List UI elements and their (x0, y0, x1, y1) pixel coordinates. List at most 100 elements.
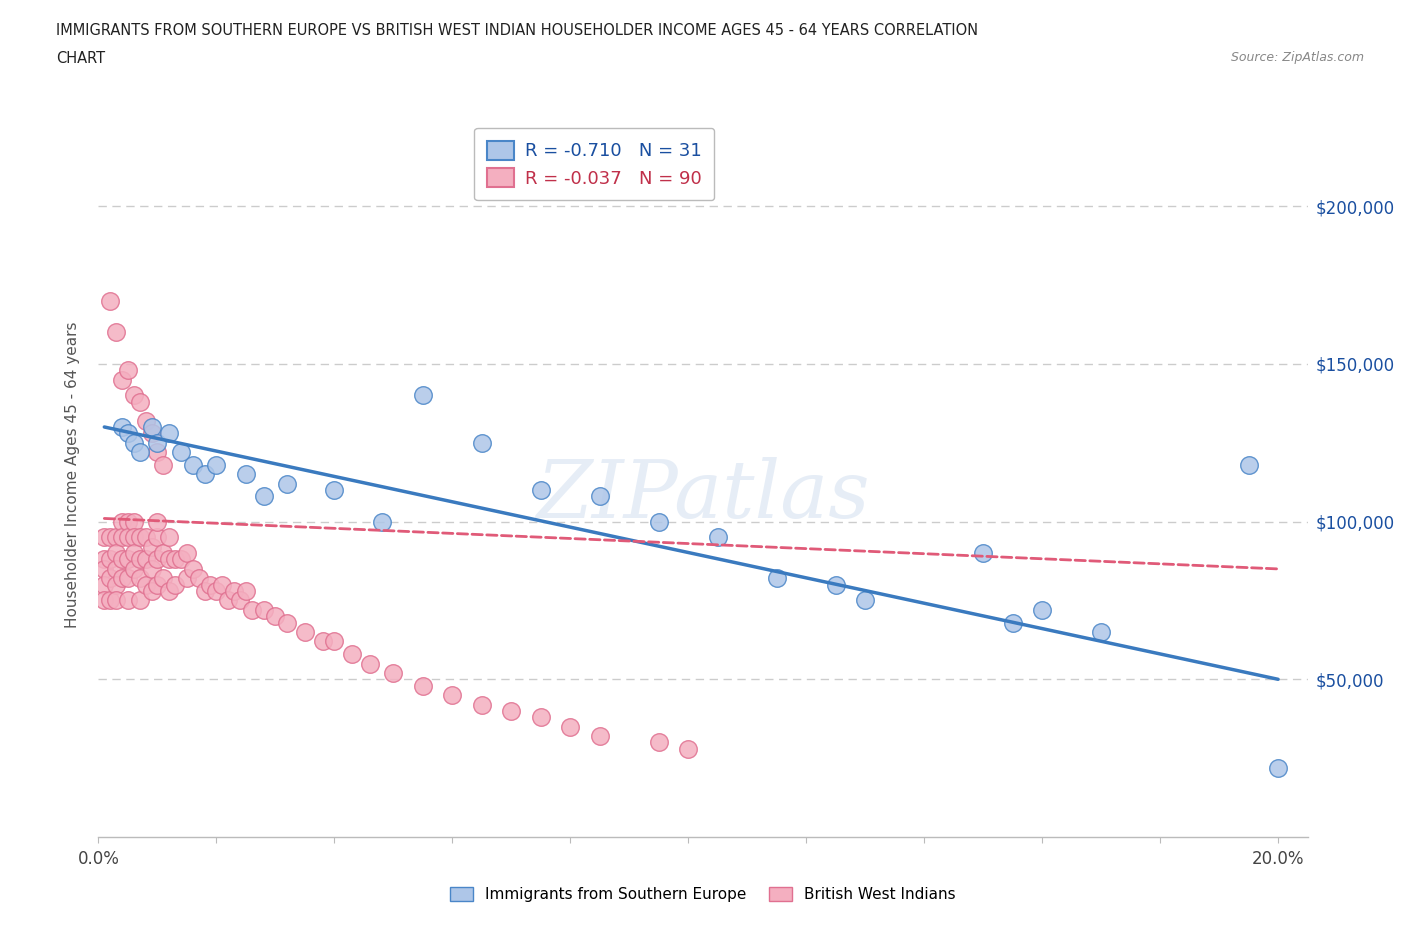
Point (359, 656, 381, 671)
Point (170, 552, 193, 567)
Point (235, 467, 257, 482)
Point (98, 293, 121, 308)
Point (105, 530, 128, 545)
Text: CHART: CHART (56, 51, 105, 66)
Point (98, 571, 121, 586)
Text: ZIPatlas: ZIPatlas (536, 458, 870, 535)
Point (211, 578, 233, 592)
Point (98, 530, 121, 545)
Point (530, 483, 553, 498)
Point (111, 372, 134, 387)
Point (972, 546, 994, 561)
Point (135, 578, 157, 592)
Point (141, 562, 163, 577)
Point (560, 719, 582, 734)
Point (128, 530, 150, 545)
Point (117, 363, 139, 378)
Point (93, 552, 115, 567)
Point (117, 530, 139, 545)
Point (98, 552, 121, 567)
Point (128, 394, 150, 409)
Point (824, 578, 846, 592)
Point (122, 435, 145, 450)
Point (105, 562, 128, 577)
Point (205, 583, 228, 598)
Point (311, 634, 333, 649)
Point (340, 646, 363, 661)
Point (111, 571, 134, 586)
Y-axis label: Householder Income Ages 45 - 64 years: Householder Income Ages 45 - 64 years (65, 321, 80, 628)
Point (105, 593, 128, 608)
Point (441, 687, 464, 702)
Legend: R = -0.710   N = 31, R = -0.037   N = 90: R = -0.710 N = 31, R = -0.037 N = 90 (474, 128, 714, 200)
Point (128, 571, 150, 586)
Point (122, 562, 145, 577)
Point (276, 615, 298, 630)
Point (117, 593, 139, 608)
Point (111, 514, 134, 529)
Point (135, 552, 157, 567)
Point (181, 562, 204, 577)
Point (122, 546, 145, 561)
Point (117, 571, 139, 586)
Point (187, 571, 209, 586)
Point (135, 413, 157, 428)
Point (128, 445, 150, 459)
Point (323, 483, 346, 498)
Point (157, 530, 180, 545)
Point (152, 458, 174, 472)
Point (471, 435, 494, 450)
Point (589, 728, 612, 743)
Point (217, 593, 239, 608)
Point (165, 552, 187, 567)
Point (117, 514, 139, 529)
Point (222, 583, 245, 598)
Point (530, 710, 553, 724)
Text: Source: ZipAtlas.com: Source: ZipAtlas.com (1230, 51, 1364, 64)
Point (264, 609, 287, 624)
Point (141, 539, 163, 554)
Legend: Immigrants from Southern Europe, British West Indians: Immigrants from Southern Europe, British… (444, 881, 962, 909)
Point (111, 552, 134, 567)
Point (105, 325, 128, 339)
Point (152, 571, 174, 586)
Point (128, 593, 150, 608)
Point (1031, 603, 1053, 618)
Point (146, 578, 169, 592)
Point (122, 514, 145, 529)
Point (1090, 625, 1112, 640)
Point (648, 735, 671, 750)
Point (122, 388, 145, 403)
Point (589, 489, 612, 504)
Point (412, 678, 434, 693)
Text: IMMIGRANTS FROM SOUTHERN EUROPE VS BRITISH WEST INDIAN HOUSEHOLDER INCOME AGES 4: IMMIGRANTS FROM SOUTHERN EUROPE VS BRITI… (56, 23, 979, 38)
Point (105, 578, 128, 592)
Point (128, 552, 150, 567)
Point (252, 603, 274, 618)
Point (146, 530, 169, 545)
Point (157, 426, 180, 441)
Point (194, 467, 217, 482)
Point (235, 583, 257, 598)
Point (1267, 760, 1289, 775)
Point (146, 435, 169, 450)
Point (648, 514, 671, 529)
Point (146, 514, 169, 529)
Point (98, 593, 121, 608)
Point (412, 388, 434, 403)
Point (276, 476, 298, 491)
Point (146, 445, 169, 459)
Point (181, 458, 204, 472)
Point (157, 583, 180, 598)
Point (176, 571, 198, 586)
Point (382, 666, 405, 681)
Point (146, 552, 169, 567)
Point (370, 514, 392, 529)
Point (170, 445, 193, 459)
Point (1001, 615, 1024, 630)
Point (93, 578, 115, 592)
Point (93, 562, 115, 577)
Point (111, 530, 134, 545)
Point (122, 530, 145, 545)
Point (853, 593, 876, 608)
